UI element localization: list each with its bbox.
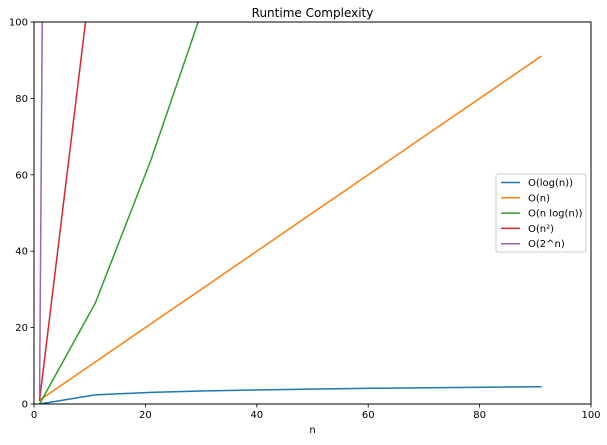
legend-entry: O(n²) — [501, 224, 554, 235]
legend-label: O(log(n)) — [528, 178, 573, 189]
plot-frame — [33, 21, 592, 405]
legend-entry: O(2^n) — [501, 239, 565, 250]
series-layer — [38, 22, 542, 404]
legend-label: O(n log(n)) — [528, 209, 583, 220]
y-tick-label: 20 — [15, 323, 28, 334]
y-tick-label: 80 — [15, 94, 28, 105]
series-line-1 — [38, 386, 542, 404]
x-axis-ticks: 0 20 40 60 80 100 — [31, 404, 601, 421]
chart-title: Runtime Complexity — [252, 6, 374, 20]
legend-label: O(2^n) — [528, 239, 565, 250]
x-tick-label: 40 — [250, 410, 263, 421]
x-tick-label: 60 — [362, 410, 375, 421]
legend-box — [495, 173, 587, 253]
y-tick-label: 100 — [9, 18, 28, 29]
x-tick-label: 80 — [473, 410, 486, 421]
legend-label: O(n²) — [528, 224, 554, 235]
y-tick-label: 0 — [22, 400, 28, 411]
x-axis-label: n — [309, 425, 315, 436]
y-tick-label: 60 — [15, 170, 28, 181]
legend-entry: O(n) — [501, 193, 550, 204]
legend-entry: O(n log(n)) — [501, 209, 583, 220]
legend-entries: O(log(n)) O(n) O(n log(n)) O(n²) O(2^n) — [501, 178, 583, 250]
x-tick-label: 100 — [581, 410, 600, 421]
legend: O(log(n)) O(n) O(n log(n)) O(n²) O(2^n) — [495, 173, 587, 253]
x-tick-label: 20 — [139, 410, 152, 421]
legend-label: O(n) — [528, 193, 550, 204]
series-line-2 — [38, 55, 542, 402]
y-axis-ticks: 0 20 40 60 80 100 — [9, 18, 34, 411]
series-line-3 — [38, 22, 199, 404]
series-line-4 — [38, 22, 87, 402]
legend-entry: O(log(n)) — [501, 178, 573, 189]
series-line-5 — [38, 22, 43, 398]
y-tick-label: 40 — [15, 247, 28, 258]
x-tick-label: 0 — [31, 410, 37, 421]
